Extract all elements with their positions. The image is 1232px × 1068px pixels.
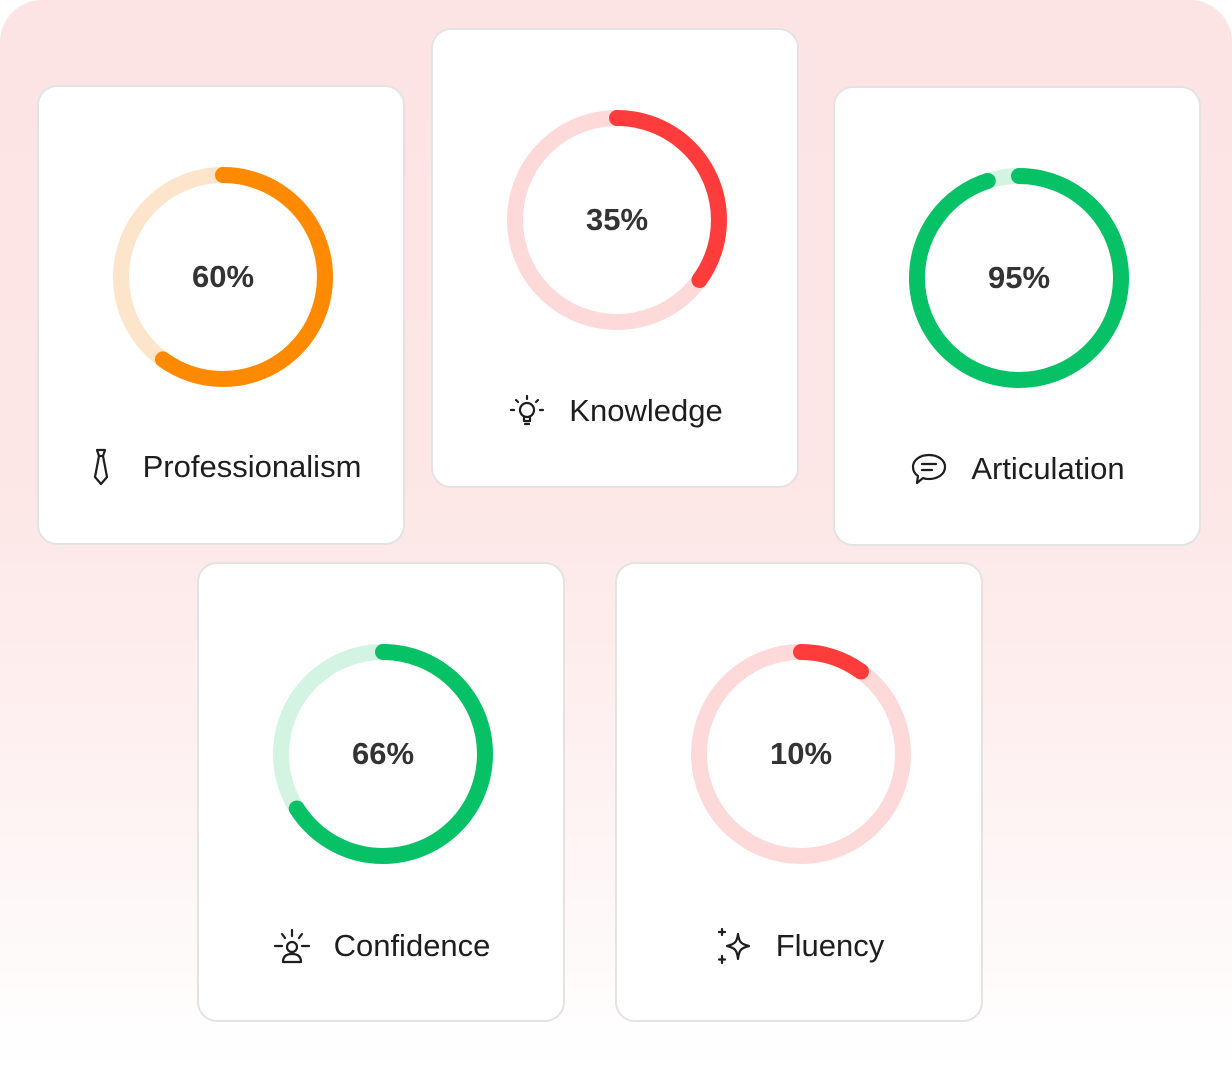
ring-progress-arc bbox=[909, 168, 1129, 388]
progress-ring: 35% bbox=[507, 110, 727, 330]
metric-label-row: Professionalism bbox=[39, 447, 403, 487]
progress-ring-svg bbox=[273, 644, 493, 864]
metric-label-row: Fluency bbox=[617, 926, 981, 966]
progress-ring-svg bbox=[113, 167, 333, 387]
progress-ring: 66% bbox=[273, 644, 493, 864]
confident-person-icon bbox=[272, 926, 312, 966]
metric-label-row: Articulation bbox=[835, 449, 1199, 489]
metric-label: Confidence bbox=[333, 928, 491, 963]
percentage-value: 95% bbox=[987, 260, 1051, 295]
progress-ring-svg bbox=[691, 644, 911, 864]
ring-progress-arc bbox=[691, 644, 911, 864]
progress-ring: 10% bbox=[691, 644, 911, 864]
metric-card-confidence: 66% Confidence bbox=[197, 562, 565, 1022]
metric-label: Knowledge bbox=[569, 393, 723, 428]
metric-label: Articulation bbox=[971, 451, 1125, 486]
metric-label-row: Knowledge bbox=[433, 391, 797, 431]
chat-bubble-icon bbox=[909, 449, 949, 489]
metric-card-articulation: 95% Articulation bbox=[833, 86, 1201, 546]
progress-ring-svg bbox=[507, 110, 727, 330]
tie-icon bbox=[81, 447, 121, 487]
percentage-value: 60% bbox=[191, 259, 255, 294]
metric-card-professionalism: 60% Professionalism bbox=[37, 85, 405, 545]
progress-ring: 60% bbox=[113, 167, 333, 387]
progress-ring-svg bbox=[909, 168, 1129, 388]
progress-ring: 95% bbox=[909, 168, 1129, 388]
ring-progress-arc bbox=[113, 167, 333, 387]
metric-card-knowledge: 35% Knowledge bbox=[431, 28, 799, 488]
percentage-value: 35% bbox=[585, 202, 649, 237]
ring-progress-arc bbox=[507, 110, 727, 330]
lightbulb-icon bbox=[507, 391, 547, 431]
metric-label: Professionalism bbox=[142, 449, 362, 484]
metric-label-row: Confidence bbox=[199, 926, 563, 966]
ring-progress-arc bbox=[273, 644, 493, 864]
metric-card-fluency: 10% Fluency bbox=[615, 562, 983, 1022]
metric-label: Fluency bbox=[775, 928, 885, 963]
sparkle-icon bbox=[714, 926, 754, 966]
percentage-value: 66% bbox=[351, 736, 415, 771]
percentage-value: 10% bbox=[769, 736, 833, 771]
